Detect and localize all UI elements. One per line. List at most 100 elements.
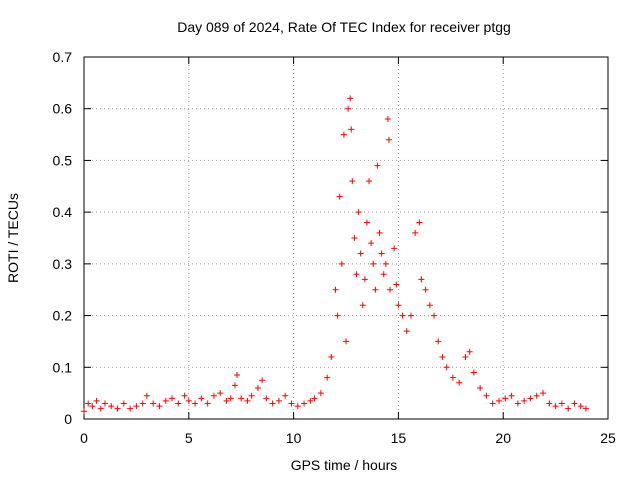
data-point (361, 276, 368, 283)
data-point (355, 209, 362, 216)
data-point (169, 395, 176, 402)
data-point (223, 397, 230, 404)
data-point (234, 372, 241, 379)
data-point (382, 260, 389, 267)
data-point (227, 395, 234, 402)
data-point (185, 397, 192, 404)
data-point (443, 364, 450, 371)
data-point (307, 397, 314, 404)
data-point (108, 403, 115, 410)
data-point (384, 116, 391, 123)
data-point (150, 400, 157, 407)
x-axis-label: GPS time / hours (291, 457, 398, 473)
data-point (403, 328, 410, 335)
y-tick-label: 0.5 (53, 152, 73, 168)
data-point (372, 286, 379, 293)
data-point (336, 193, 343, 200)
data-point (558, 400, 565, 407)
data-point (527, 395, 534, 402)
data-point (521, 397, 528, 404)
data-point (217, 390, 224, 397)
data-point (412, 229, 419, 236)
data-point (368, 240, 375, 247)
data-point (345, 105, 352, 112)
data-point (348, 126, 355, 133)
y-axis-label: ROTI / TECUs (5, 193, 21, 283)
data-point (231, 382, 238, 389)
data-point (294, 403, 301, 410)
data-point (418, 276, 425, 283)
data-points (81, 95, 589, 415)
data-point (508, 392, 515, 399)
data-point (378, 250, 385, 257)
data-point (426, 302, 433, 309)
data-point (565, 405, 572, 412)
data-point (489, 400, 496, 407)
data-point (395, 302, 402, 309)
x-tick-label: 0 (80, 430, 88, 446)
data-point (407, 312, 414, 319)
data-point (114, 405, 121, 412)
data-point (582, 405, 589, 412)
data-point (192, 400, 199, 407)
y-tick-label: 0.6 (53, 101, 73, 117)
data-point (275, 397, 282, 404)
data-point (466, 348, 473, 355)
data-point (259, 377, 266, 384)
data-point (162, 397, 169, 404)
data-point (332, 286, 339, 293)
data-point (456, 379, 463, 386)
data-point (449, 374, 456, 381)
data-point (120, 400, 127, 407)
y-tick-label: 0.7 (53, 49, 73, 65)
data-point (101, 400, 108, 407)
data-point (343, 338, 349, 345)
data-point (431, 312, 438, 319)
data-point (502, 395, 509, 402)
data-point (248, 392, 255, 399)
data-point (380, 271, 387, 278)
data-point (514, 400, 521, 407)
data-point (269, 400, 276, 407)
data-point (366, 178, 373, 185)
data-point (439, 353, 446, 360)
data-point (351, 235, 358, 241)
data-point (317, 390, 324, 397)
data-point (97, 405, 104, 412)
y-tick-label: 0.1 (53, 359, 73, 375)
y-tick-label: 0.3 (53, 256, 73, 272)
data-point (93, 397, 100, 404)
data-point (81, 408, 87, 415)
data-point (477, 384, 484, 391)
data-point (422, 286, 429, 293)
data-point (288, 400, 295, 407)
data-point (85, 400, 92, 407)
data-point (359, 302, 366, 309)
grid (84, 57, 608, 419)
data-point (175, 400, 182, 407)
data-point (385, 136, 392, 143)
data-point (357, 250, 364, 257)
data-point (238, 395, 245, 402)
chart-title: Day 089 of 2024, Rate Of TEC Index for r… (177, 19, 511, 35)
x-tick-label: 20 (495, 430, 511, 446)
data-point (347, 95, 354, 102)
data-point (301, 400, 308, 407)
y-axis: 0 0.1 0.2 0.3 0.4 0.5 0.6 0.7 (53, 49, 608, 427)
data-point (416, 219, 423, 226)
data-point (546, 400, 553, 407)
data-point (577, 403, 584, 410)
data-point (89, 403, 96, 410)
y-tick-label: 0.2 (53, 308, 73, 324)
data-point (470, 369, 477, 376)
data-point (311, 395, 318, 402)
data-point (254, 384, 261, 391)
data-point (143, 392, 150, 399)
data-point (370, 260, 377, 267)
x-tick-label: 25 (600, 430, 616, 446)
data-point (496, 397, 503, 404)
data-point (540, 390, 547, 397)
data-point (338, 260, 345, 267)
data-point (334, 312, 341, 319)
data-point (462, 353, 469, 360)
